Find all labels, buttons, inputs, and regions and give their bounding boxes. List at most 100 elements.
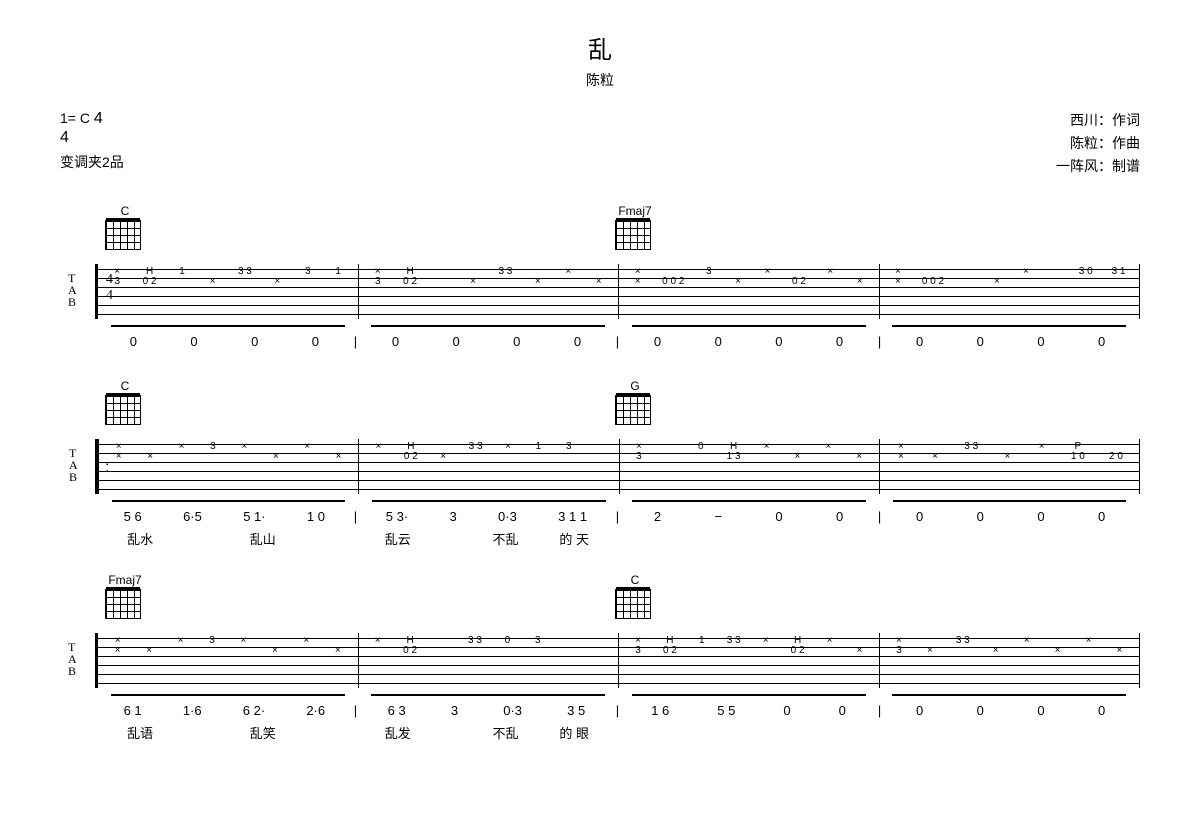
tab-clef-icon: TAB (68, 272, 77, 308)
jianpu-note: 0 (839, 703, 846, 718)
tab-note: × (301, 636, 311, 656)
tab-note: × (854, 636, 864, 656)
composer-credit: 陈粒：作曲 (1056, 133, 1140, 153)
jianpu-note: 0 (1037, 703, 1044, 718)
chord-name: Fmaj7 (105, 573, 145, 587)
tab-note: ×3 (112, 267, 122, 287)
fretboard-icon (105, 220, 141, 250)
measure: ×H0 2×3 3×13 (359, 439, 619, 494)
jianpu-note: 0·3 (498, 509, 517, 524)
tab-note: H0 2 (403, 267, 417, 287)
lyric-syllable: 乱云 (385, 529, 411, 548)
jianpu-note: 0 (392, 334, 399, 349)
measure: ×××3 3××P1 02 0 (880, 439, 1140, 494)
tab-note: H0 2 (403, 636, 417, 656)
measure: ×30H1 3×××× (620, 439, 880, 494)
fretboard-icon (615, 589, 651, 619)
jianpu-note: 1 0 (307, 509, 325, 524)
tab-note: × (825, 636, 835, 656)
chord-diagram: C (105, 379, 145, 425)
jianpu-note: 6·5 (183, 509, 202, 524)
tab-note: H0 2 (663, 636, 677, 656)
jianpu-note: 2 (654, 509, 661, 524)
tab-note: P1 0 (1071, 442, 1085, 462)
jianpu-note: 0 (783, 703, 790, 718)
tab-note: × (991, 636, 1001, 656)
tab-note (438, 267, 448, 287)
lyric-syllable: 乱语 (127, 723, 153, 742)
tab-note: × (930, 442, 940, 462)
tab-note: × (733, 267, 743, 287)
jianpu-note: 0 (1037, 509, 1044, 524)
lyric-syllable: 的 眼 (559, 723, 589, 742)
tab-note: × (238, 636, 248, 656)
measure: ××××3×××× (98, 633, 359, 688)
tab-note: H1 3 (727, 442, 741, 462)
tab-note: 3 (303, 267, 313, 287)
jianpu-note: 0 (1098, 334, 1105, 349)
chord-name: Fmaj7 (615, 204, 655, 218)
chord-name: G (615, 379, 655, 393)
tab-note: 1 (177, 267, 187, 287)
jianpu-note: 1·6 (183, 703, 202, 718)
tab-note: × (855, 267, 865, 287)
tab-note: 0 2 (792, 267, 806, 287)
chord-diagram: C (615, 573, 655, 619)
tab-note: 3 3 (964, 442, 978, 462)
tab-note: 0 0 2 (662, 267, 684, 287)
jianpu-note: 0 (251, 334, 258, 349)
jianpu-note: − (714, 509, 722, 524)
fretboard-icon (615, 220, 651, 250)
tab-note: ×× (114, 442, 124, 462)
measure: ××0 0 23××0 2×× (619, 264, 880, 319)
jianpu-note: 0 (916, 703, 923, 718)
tab-note: H0 2 (143, 267, 157, 287)
tab-note: × (761, 636, 771, 656)
lyric-syllable: 乱山 (250, 529, 276, 548)
tab-staff: TAB××××3×××××H0 2×3 3×13×30H1 3×××××××3 … (95, 439, 1140, 494)
lyric-syllable: 乱笑 (250, 723, 276, 742)
jianpu-note: 0 (916, 509, 923, 524)
tab-note: × (992, 267, 1002, 287)
fretboard-icon (105, 395, 141, 425)
tab-note: × (823, 442, 833, 462)
lyric-syllable: 不乱 (492, 529, 518, 548)
jianpu-note: 6 3 (388, 703, 406, 718)
tab-note: × (373, 636, 383, 656)
tab-note: × (761, 442, 771, 462)
jianpu-note: 0 (977, 334, 984, 349)
chord-name: C (105, 379, 145, 393)
tab-note: 3 3 (498, 267, 512, 287)
tab-note: × (333, 636, 343, 656)
tab-note: ×3 (634, 442, 644, 462)
tab-note: × (1084, 636, 1094, 656)
tab-staff: TAB××××3×××××H0 23 303×3H0 213 3×H0 2×××… (95, 633, 1140, 688)
measure: ××××3×××× (99, 439, 359, 494)
chord-diagram: Fmaj7 (105, 573, 145, 619)
lyrics-row: 乱语乱笑乱发不乱的 眼 (95, 723, 1140, 742)
tab-note: 0 (502, 636, 512, 656)
jianpu-note: 0 (312, 334, 319, 349)
tab-note: × (270, 636, 280, 656)
jianpu-note: 0 (1098, 509, 1105, 524)
jianpu-note: 0 (916, 334, 923, 349)
key-time-sig: 1= C 4 4 (60, 110, 124, 147)
tab-note: 3 (533, 636, 543, 656)
jianpu-note: 5 5 (717, 703, 735, 718)
tabber-credit: 一阵风：制谱 (1056, 156, 1140, 176)
chord-diagram: C (105, 204, 145, 250)
header-info: 1= C 4 4 变调夹2品 西川：作词 陈粒：作曲 一阵风：制谱 (60, 110, 1140, 179)
tab-note: 3 3 (956, 636, 970, 656)
tab-note: × (144, 636, 154, 656)
jianpu-note: 3 5 (567, 703, 585, 718)
tab-note: × (503, 442, 513, 462)
tab-note: ×× (893, 267, 903, 287)
tab-note: 3 (207, 636, 217, 656)
measure: ×3H0 213 3×H0 2×× (619, 633, 880, 688)
tab-note: × (1002, 442, 1012, 462)
jianpu-note: 0 (836, 509, 843, 524)
tab-note: × (792, 442, 802, 462)
jianpu-note: 0 (1098, 703, 1105, 718)
lyric-syllable: 乱发 (385, 723, 411, 742)
jianpu-note: 3 (449, 509, 456, 524)
